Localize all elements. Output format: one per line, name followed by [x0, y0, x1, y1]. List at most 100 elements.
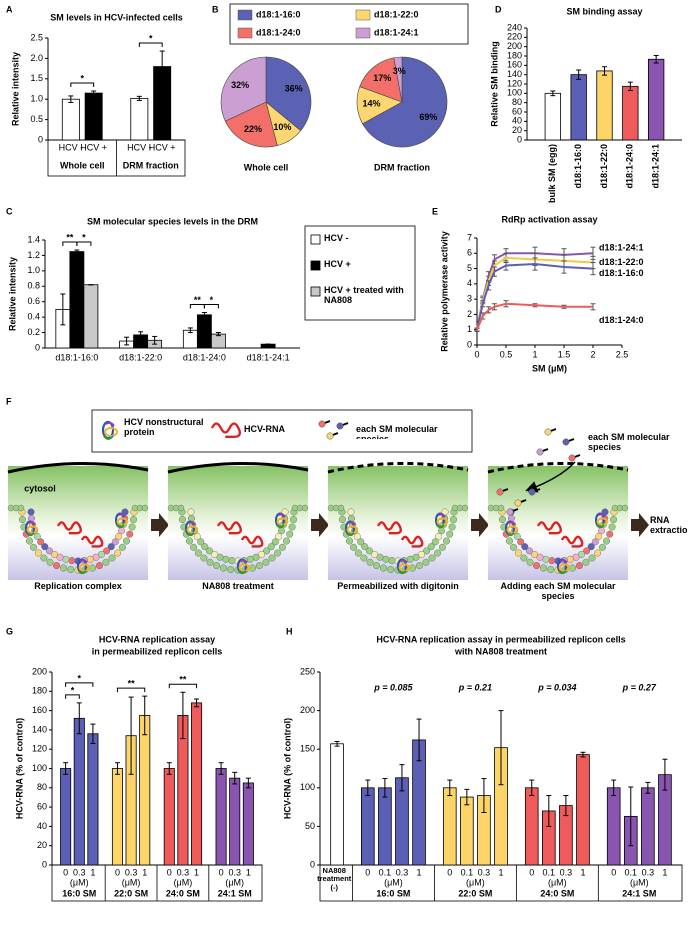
lipid — [434, 549, 442, 557]
lipid — [62, 555, 70, 563]
protein-icon — [186, 525, 199, 534]
lipid — [33, 533, 41, 541]
lipid — [338, 516, 346, 524]
lipid — [268, 554, 276, 562]
legend-label-box: HCV nonstructural protein — [124, 418, 204, 437]
x-tick-label: d18:1-24:0 — [625, 144, 635, 189]
protein-icon — [25, 532, 35, 537]
significance-label: ** — [194, 295, 202, 305]
lipid — [186, 537, 194, 545]
lipid — [108, 554, 116, 562]
lipid — [267, 543, 275, 551]
y-tick-label: 140 — [507, 69, 522, 79]
x-tick-label: 1 — [194, 867, 199, 877]
lipid — [92, 553, 100, 561]
lipid — [583, 547, 591, 555]
legend-label: HCV - — [324, 234, 349, 243]
step-label-box: Replication complex — [34, 582, 122, 591]
process-arrow — [311, 513, 329, 537]
chart-title: SM levels in HCV-infected cells — [50, 12, 183, 22]
lipid — [506, 537, 514, 545]
x-tick-label: 0.3 — [125, 867, 138, 877]
y-tick-label: 1 — [467, 324, 472, 334]
bar — [544, 92, 561, 141]
lipid — [347, 508, 355, 516]
protein-icon — [79, 559, 88, 564]
lipid — [608, 523, 616, 531]
lipid — [446, 530, 454, 538]
legend-label-box: HCV + treated with NA808 — [324, 286, 404, 305]
y-axis-label: Relative intensity — [10, 52, 20, 126]
protein-icon — [345, 532, 355, 537]
sm-icon — [336, 422, 344, 430]
protein-icon — [597, 513, 606, 518]
bar — [596, 70, 613, 141]
p-value: p = 0.085 — [373, 682, 413, 692]
process-arrow — [631, 513, 649, 537]
lipid — [216, 553, 224, 561]
sm-icon — [514, 499, 522, 507]
panel-letter: H — [286, 626, 293, 636]
chart-title: in permeabilized replicon cells — [92, 646, 223, 656]
protein-icon — [77, 570, 87, 575]
lipid — [187, 508, 195, 516]
lipid — [26, 537, 34, 545]
lipid — [594, 549, 602, 557]
x-tick-label: 0.1 — [625, 867, 638, 877]
protein-icon — [276, 517, 289, 526]
sm-icon — [544, 428, 552, 436]
x-tick-label: 1 — [90, 867, 95, 877]
x-tick-label: 0 — [611, 867, 616, 877]
bar — [163, 768, 175, 866]
bar — [460, 796, 474, 866]
y-tick-label: 2.0 — [30, 53, 43, 63]
x-tick-label: 0.5 — [500, 349, 513, 359]
lipid — [366, 558, 374, 566]
legend-box — [304, 225, 416, 321]
unit-label: (μM) — [122, 877, 141, 887]
protein-icon — [103, 435, 114, 440]
legend-label: each SM molecular species — [356, 425, 438, 439]
x-tick-label: 1.5 — [558, 349, 571, 359]
bar — [210, 333, 226, 349]
lipid — [60, 564, 68, 572]
chart-title: SM molecular species levels in the DRM — [87, 216, 258, 226]
unit-label: (μM) — [384, 877, 403, 887]
y-tick-label: 180 — [507, 50, 522, 60]
y-tick-label: 100 — [300, 782, 315, 792]
y-tick-label: 180 — [32, 686, 47, 696]
legend-swatch — [310, 234, 321, 245]
legend-box — [229, 3, 469, 45]
lipid — [548, 557, 556, 565]
bar — [191, 702, 203, 866]
bar — [330, 743, 344, 866]
y-tick-label: 160 — [32, 705, 47, 715]
protein-icon — [104, 427, 118, 437]
lipid — [86, 555, 94, 563]
add-arrow — [525, 461, 576, 493]
lipid — [27, 508, 35, 516]
protein-icon — [399, 559, 408, 564]
step-label: Adding each SM molecular species — [500, 582, 616, 601]
y-tick-label: 6 — [467, 248, 472, 258]
x-tick-label: 0 — [529, 867, 534, 877]
legend-label: d18:1-24:1 — [374, 27, 419, 37]
lipid — [572, 553, 580, 561]
unit-label: (μM) — [70, 877, 89, 887]
protein-icon — [239, 559, 248, 564]
lipid — [371, 550, 379, 558]
rna-icon — [376, 521, 402, 535]
x-tick-label: 0.3 — [228, 867, 241, 877]
y-tick-label: 140 — [32, 724, 47, 734]
y-axis-label: Relative intensity — [7, 257, 17, 331]
lipid — [177, 504, 185, 512]
protein-icon — [505, 532, 515, 537]
lipid — [68, 557, 76, 565]
pie-value-label: 22% — [244, 124, 262, 134]
group-label: 24:1 SM — [218, 888, 252, 898]
y-tick-label: 120 — [507, 78, 522, 88]
lipid — [258, 550, 266, 558]
protein-icon — [27, 521, 36, 526]
significance-label: * — [210, 295, 214, 305]
lipid — [427, 543, 435, 551]
